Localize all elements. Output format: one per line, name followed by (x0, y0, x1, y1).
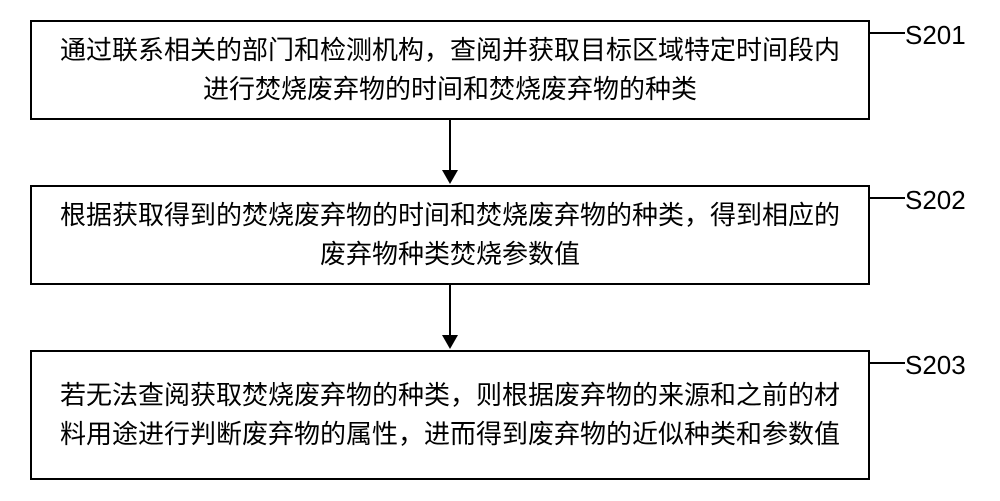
flow-step-label: S203 (905, 350, 966, 381)
flow-arrow (449, 285, 451, 335)
label-tick (870, 362, 905, 364)
flow-step-text: 根据获取得到的焚烧废弃物的时间和焚烧废弃物的种类，得到相应的废弃物种类焚烧参数值 (52, 196, 848, 274)
flow-arrow-head (442, 170, 458, 184)
flow-step-label: S201 (905, 20, 966, 51)
flow-step-label: S202 (905, 185, 966, 216)
flow-step-s202: 根据获取得到的焚烧废弃物的时间和焚烧废弃物的种类，得到相应的废弃物种类焚烧参数值 (30, 185, 870, 285)
flow-step-text: 通过联系相关的部门和检测机构，查阅并获取目标区域特定时间段内进行焚烧废弃物的时间… (52, 31, 848, 109)
flow-step-text: 若无法查阅获取焚烧废弃物的种类，则根据废弃物的来源和之前的材料用途进行判断废弃物… (52, 376, 848, 454)
flow-arrow-head (442, 335, 458, 349)
flowchart-canvas: 通过联系相关的部门和检测机构，查阅并获取目标区域特定时间段内进行焚烧废弃物的时间… (0, 0, 1000, 501)
label-tick (870, 32, 905, 34)
flow-arrow (449, 120, 451, 170)
flow-step-s201: 通过联系相关的部门和检测机构，查阅并获取目标区域特定时间段内进行焚烧废弃物的时间… (30, 20, 870, 120)
label-tick (870, 197, 905, 199)
flow-step-s203: 若无法查阅获取焚烧废弃物的种类，则根据废弃物的来源和之前的材料用途进行判断废弃物… (30, 350, 870, 480)
